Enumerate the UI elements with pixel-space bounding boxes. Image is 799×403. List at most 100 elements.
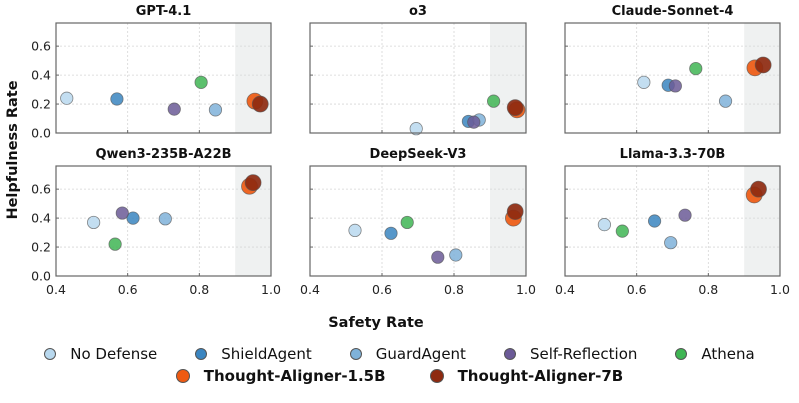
data-point-self-reflection — [431, 250, 445, 264]
x-tick-label: 0.8 — [189, 282, 209, 297]
legend-row: Thought-Aligner-1.5B Thought-Aligner-7B — [0, 365, 799, 387]
x-tick-label: 0.8 — [444, 282, 464, 297]
legend-marker-icon — [349, 348, 362, 360]
legend-label: Thought-Aligner-1.5B — [203, 367, 386, 385]
axes-frame — [564, 165, 781, 277]
panel-deepseek-v3: DeepSeek-V3 0.4 0.6 0.8 1.0 — [300, 147, 536, 297]
legend-marker-icon — [195, 348, 208, 360]
legend-label: Self-Reflection — [529, 345, 638, 363]
data-point-athena — [194, 75, 208, 89]
panel-title: Llama-3.3-70B — [620, 147, 726, 162]
data-point-thought-aligner-7b — [251, 95, 269, 113]
x-tick-label: 0.6 — [627, 282, 647, 297]
legend-marker-icon — [429, 369, 444, 383]
panels-group: GPT-4.1 0.0 0.2 0.4 0.6 o3 Claude-Sonnet-4 Qwen… — [31, 4, 790, 297]
data-point-shieldagent — [647, 214, 662, 228]
panel-llama-3-3-70b: Llama-3.3-70B 0.4 0.6 0.8 1.0 — [555, 147, 790, 297]
x-tick-label: 0.6 — [372, 282, 392, 297]
data-point-self-reflection — [115, 206, 129, 220]
legend-item-thought-aligner-1-5b: Thought-Aligner-1.5B — [175, 367, 386, 385]
data-point-thought-aligner-7b — [244, 174, 262, 192]
legend-label: Thought-Aligner-7B — [457, 367, 624, 385]
legend-label: GuardAgent — [375, 345, 466, 363]
data-point-athena — [108, 237, 122, 251]
data-point-no-defense — [637, 75, 651, 89]
legend-item-self-reflection: Self-Reflection — [503, 345, 638, 363]
panel-gpt-4-1: GPT-4.1 0.0 0.2 0.4 0.6 — [31, 4, 272, 141]
data-point-no-defense — [60, 91, 74, 105]
legend-item-shieldagent: ShieldAgent — [195, 345, 312, 363]
data-point-self-reflection — [678, 208, 692, 222]
legend: No Defense ShieldAgent GuardAgent Self-Refl… — [0, 343, 799, 387]
legend-label: Athena — [701, 345, 755, 363]
axes-frame — [55, 22, 272, 134]
panel-o3: o3 — [309, 4, 527, 136]
panel-qwen3-235b-a22b: Qwen3-235B-A22B 0.0 0.2 0.4 0.6 0.4 0.6 0.8 1.0 — [31, 147, 281, 297]
shaded-region — [235, 23, 271, 133]
data-point-thought-aligner-7b — [506, 203, 524, 220]
panel-title: o3 — [409, 4, 427, 19]
data-point-shieldagent — [384, 226, 398, 240]
data-point-athena — [689, 61, 703, 76]
y-tick-label: 0.2 — [31, 240, 51, 255]
legend-marker-icon — [175, 369, 190, 383]
data-point-no-defense — [87, 215, 101, 230]
legend-row: No Defense ShieldAgent GuardAgent Self-Refl… — [0, 343, 799, 365]
legend-marker-icon — [675, 348, 688, 360]
data-point-guardagent — [208, 103, 223, 117]
data-point-self-reflection — [668, 79, 682, 93]
data-point-self-reflection — [467, 115, 481, 129]
data-point-athena — [486, 94, 501, 108]
y-tick-label: 0.6 — [31, 39, 51, 54]
data-point-thought-aligner-7b — [506, 99, 524, 117]
data-point-thought-aligner-7b — [754, 56, 772, 74]
panel-title: GPT-4.1 — [136, 4, 192, 19]
data-point-no-defense — [597, 218, 612, 232]
data-point-self-reflection — [167, 102, 181, 116]
legend-marker-icon — [44, 348, 57, 360]
axes-frame — [55, 165, 272, 277]
x-axis-label: Safety Rate — [328, 315, 424, 331]
legend-marker-icon — [503, 348, 516, 360]
legend-item-athena: Athena — [675, 345, 755, 363]
y-tick-label: 0.4 — [31, 68, 51, 83]
axes-frame — [564, 22, 781, 134]
x-tick-label: 0.8 — [698, 282, 718, 297]
x-tick-label: 0.4 — [46, 282, 66, 297]
x-tick-label: 1.0 — [261, 282, 281, 297]
y-tick-label: 0.6 — [31, 182, 51, 197]
panel-claude-sonnet-4: Claude-Sonnet-4 — [564, 4, 781, 134]
data-point-thought-aligner-7b — [750, 180, 767, 198]
x-tick-label: 0.4 — [300, 282, 320, 297]
shaded-region — [744, 23, 780, 133]
x-tick-label: 1.0 — [516, 282, 536, 297]
data-point-athena — [400, 215, 414, 230]
y-tick-label: 0.4 — [31, 211, 51, 226]
axes-frame — [309, 165, 527, 277]
data-point-guardagent — [664, 236, 678, 250]
data-point-no-defense — [348, 223, 362, 238]
data-point-guardagent — [449, 248, 463, 262]
axes-frame — [309, 22, 527, 134]
data-point-shieldagent — [126, 211, 140, 225]
data-point-shieldagent — [110, 92, 124, 106]
y-tick-label: 0.0 — [31, 269, 51, 284]
legend-item-guardagent: GuardAgent — [349, 345, 466, 363]
y-tick-label: 0.0 — [31, 126, 51, 141]
legend-item-thought-aligner-7b: Thought-Aligner-7B — [429, 367, 624, 385]
x-tick-label: 0.4 — [555, 282, 575, 297]
data-point-athena — [615, 224, 629, 238]
panel-title: DeepSeek-V3 — [370, 147, 467, 162]
legend-item-no-defense: No Defense — [44, 345, 157, 363]
data-point-guardagent — [158, 212, 172, 226]
legend-label: ShieldAgent — [221, 345, 312, 363]
y-axis-label: Helpfulness Rate — [5, 80, 21, 219]
x-tick-label: 0.6 — [118, 282, 138, 297]
data-point-guardagent — [718, 94, 733, 108]
x-tick-label: 1.0 — [770, 282, 790, 297]
legend-label: No Defense — [70, 345, 158, 363]
data-point-no-defense — [409, 122, 423, 136]
panel-title: Claude-Sonnet-4 — [612, 4, 734, 19]
panel-title: Qwen3-235B-A22B — [95, 147, 231, 162]
